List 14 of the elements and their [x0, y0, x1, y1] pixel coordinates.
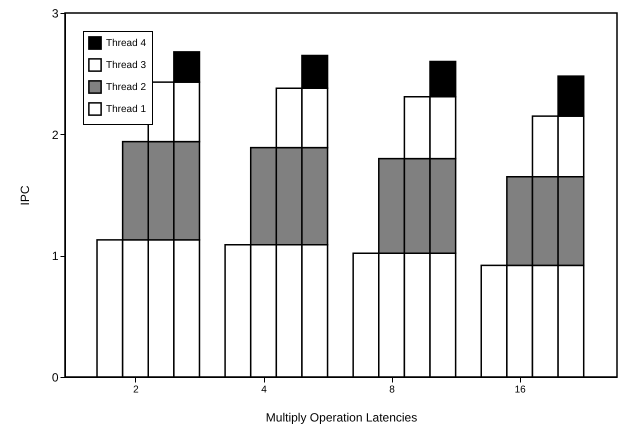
y-tick-label: 1	[52, 249, 59, 264]
y-axis-title: IPC	[18, 185, 32, 206]
x-tick-label: 2	[133, 384, 140, 396]
x-tick-label: 4	[261, 384, 268, 396]
y-tick-label: 2	[52, 128, 59, 142]
y-tick-label: 3	[52, 6, 59, 20]
x-tick-label: 8	[389, 384, 396, 396]
y-tick-label: 0	[52, 370, 59, 384]
legend-label: Thread 2	[106, 82, 146, 93]
x-axis-title: Multiply Operation Latencies	[266, 410, 418, 424]
legend-label: Thread 1	[106, 104, 146, 115]
legend-label: Thread 4	[106, 38, 146, 49]
legend-label: Thread 3	[106, 60, 146, 71]
x-tick-label: 16	[514, 384, 526, 396]
